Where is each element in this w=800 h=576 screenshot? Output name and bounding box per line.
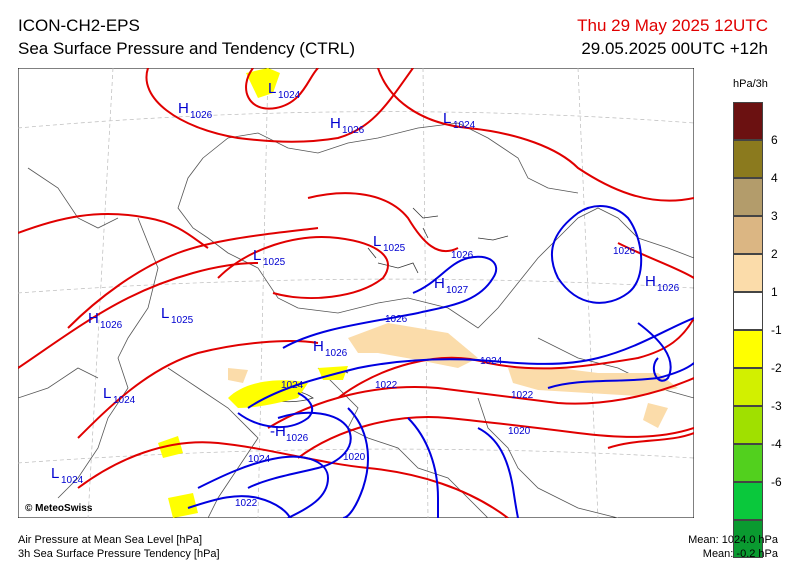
tendency-shading <box>158 68 678 518</box>
isobar-value: 1022 <box>375 380 398 391</box>
legend-tick-label: 1 <box>771 285 778 299</box>
borders <box>18 122 694 518</box>
pressure-value: 1025 <box>263 257 286 268</box>
legend-tick-label: -3 <box>771 399 782 413</box>
run-info: 29.05.2025 00UTC +12h <box>581 39 768 58</box>
footer-line2: 3h Sea Surface Pressure Tendency [hPa] <box>18 548 220 560</box>
legend-color-box <box>733 406 763 444</box>
legend-tick-label: 2 <box>771 247 778 261</box>
pressure-label: L <box>443 110 451 127</box>
pressure-value: 1024 <box>278 90 301 101</box>
graticule <box>18 68 694 518</box>
footer-left: Air Pressure at Mean Sea Level [hPa] 3h … <box>18 533 220 561</box>
isobar-value: 1020 <box>343 452 366 463</box>
mean-tendency: Mean: -0.2 hPa <box>702 548 778 560</box>
legend-tick-label: 4 <box>771 171 778 185</box>
pressure-label: H <box>313 338 324 355</box>
pressure-label: H <box>434 275 445 292</box>
pressure-label: H <box>88 310 99 327</box>
footer-right: Mean: 1024.0 hPa Mean: -0.2 hPa <box>688 533 778 561</box>
pressure-label: L <box>373 233 381 250</box>
pressure-labels: H 1026 L 1024 H 1026 L 1024 L 1025 L 1025 H 102… <box>51 80 680 486</box>
legend-tick-label: 3 <box>771 209 778 223</box>
isobar-value: 1026 <box>385 314 408 325</box>
product-title: Sea Surface Pressure and Tendency (CTRL) <box>18 39 356 58</box>
isobars-red <box>18 68 694 518</box>
legend-color-box <box>733 482 763 520</box>
pressure-value: 1026 <box>657 283 680 294</box>
pressure-value: 1024 <box>453 120 476 131</box>
legend-color-box <box>733 330 763 368</box>
legend-unit: hPa/3h <box>733 78 768 90</box>
footer-line1: Air Pressure at Mean Sea Level [hPa] <box>18 534 203 546</box>
pressure-value: 1026 <box>342 125 365 136</box>
legend-color-box <box>733 368 763 406</box>
pressure-value: 1025 <box>383 243 406 254</box>
pressure-value: 1026 <box>325 348 348 359</box>
legend-tick-label: -1 <box>771 323 782 337</box>
legend-tick-label: -6 <box>771 475 782 489</box>
pressure-label: L <box>253 247 261 264</box>
isobar-value: 1024 <box>480 356 503 367</box>
pressure-label: H <box>330 115 341 132</box>
isobar-labels: 1026 1026 1024 1024 1022 1022 1024 1020 … <box>235 246 636 509</box>
header-left: ICON-CH2-EPS Sea Surface Pressure and Te… <box>18 14 355 60</box>
legend-color-box <box>733 102 763 140</box>
pressure-value: 1024 <box>61 475 84 486</box>
pressure-label: L <box>161 305 169 322</box>
pressure-label: L <box>268 80 276 97</box>
legend-color-box <box>733 216 763 254</box>
legend-color-box <box>733 520 763 558</box>
legend-color-box <box>733 254 763 292</box>
pressure-label: L <box>51 465 59 482</box>
legend-color-box <box>733 140 763 178</box>
pressure-value: 1027 <box>446 285 469 296</box>
pressure-label: -H <box>270 423 286 440</box>
mean-pressure: Mean: 1024.0 hPa <box>688 534 778 546</box>
isobar-value: 1024 <box>281 380 304 391</box>
pressure-value: 1026 <box>190 110 213 121</box>
legend-color-box <box>733 444 763 482</box>
legend-tick-label: -4 <box>771 437 782 451</box>
isobar-value: 1022 <box>511 390 534 401</box>
isobars-blue <box>187 205 694 518</box>
isobar-value: 1020 <box>508 426 531 437</box>
isobar-value: 1026 <box>613 246 636 257</box>
isobar-value: 1026 <box>451 250 474 261</box>
pressure-value: 1026 <box>100 320 123 331</box>
pressure-label: H <box>178 100 189 117</box>
pressure-value: 1024 <box>113 395 136 406</box>
isobar-value: 1024 <box>248 454 271 465</box>
isobar-value: 1022 <box>235 498 258 509</box>
legend-color-box <box>733 292 763 330</box>
header-right: Thu 29 May 2025 12UTC 29.05.2025 00UTC +… <box>577 14 768 60</box>
valid-date: Thu 29 May 2025 12UTC <box>577 16 768 35</box>
pressure-value: 1025 <box>171 315 194 326</box>
legend-color-box <box>733 178 763 216</box>
pressure-map: H 1026 L 1024 H 1026 L 1024 L 1025 L 1025 H 102… <box>18 68 694 518</box>
pressure-label: L <box>103 385 111 402</box>
pressure-value: 1026 <box>286 433 309 444</box>
pressure-label: H <box>645 273 656 290</box>
legend-tick-label: 6 <box>771 133 778 147</box>
model-title: ICON-CH2-EPS <box>18 16 140 35</box>
copyright: © MeteoSwiss <box>25 503 93 514</box>
legend-tick-label: -2 <box>771 361 782 375</box>
